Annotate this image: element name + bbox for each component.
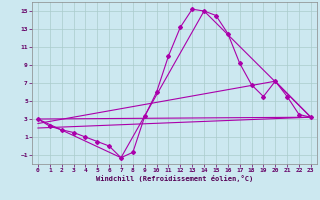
X-axis label: Windchill (Refroidissement éolien,°C): Windchill (Refroidissement éolien,°C) xyxy=(96,175,253,182)
